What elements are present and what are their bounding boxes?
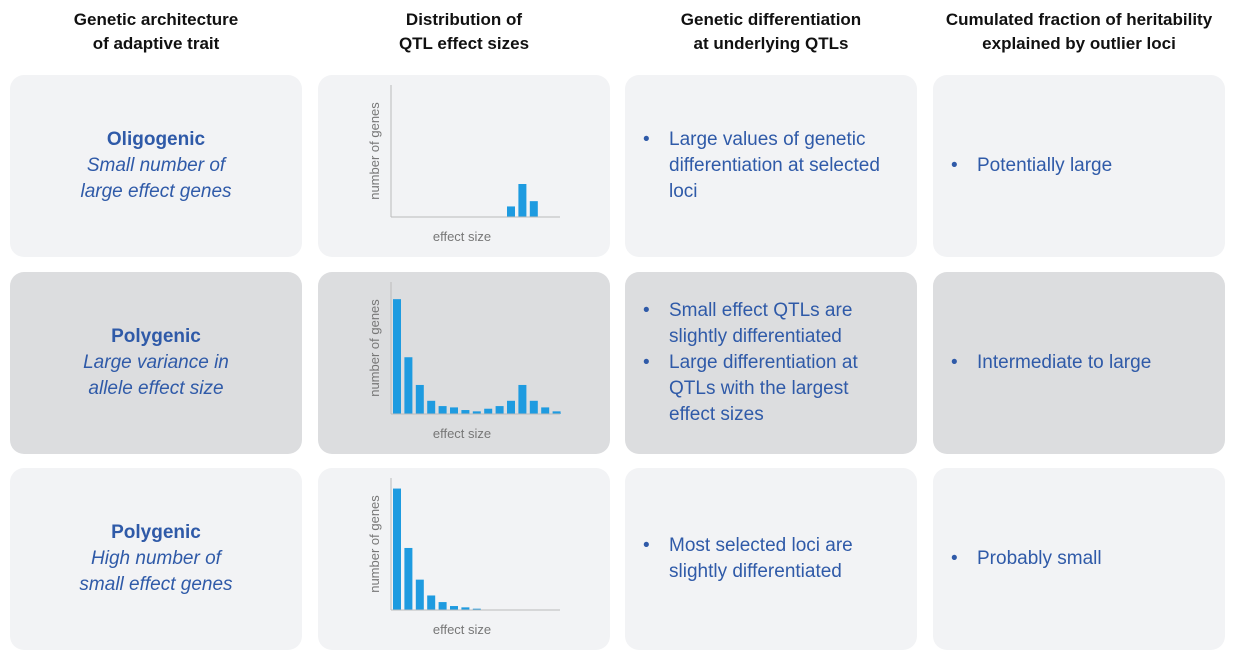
histogram: number of genes effect size [367, 85, 560, 244]
bar [450, 606, 458, 610]
architecture-subtitle: Small number of [86, 155, 226, 176]
header-line: Genetic architecture [73, 10, 239, 29]
architecture-subtitle: Large variance in [83, 352, 229, 373]
bullet: Most selected loci are slightly differen… [643, 533, 897, 585]
cell: number of genes effect size [318, 75, 610, 257]
bullet: Small effect QTLs are slightly different… [643, 298, 897, 350]
bar [404, 357, 413, 414]
bar [438, 406, 447, 414]
x-axis-label: effect size [433, 229, 491, 244]
cell: number of genes effect size [318, 272, 610, 454]
architecture-subtitle: small effect genes [79, 574, 233, 595]
differentiation-list: Small effect QTLs are slightly different… [625, 298, 917, 428]
bar [393, 488, 401, 610]
bar [415, 384, 424, 414]
bar [461, 607, 470, 610]
header-line: of adaptive trait [92, 34, 220, 53]
y-axis-label: number of genes [367, 102, 382, 200]
architecture-title: Oligogenic [106, 129, 206, 150]
architecture-subtitle: High number of [91, 548, 221, 569]
heritability-list: Probably small [933, 546, 1122, 572]
header-line: at underlying QTLs [693, 34, 849, 53]
column-header: Cumulated fraction of heritability explai… [925, 8, 1233, 68]
bar [507, 400, 515, 414]
bullet: Intermediate to large [951, 350, 1151, 376]
x-axis-label: effect size [433, 622, 491, 637]
cell: number of genes effect size [318, 468, 610, 650]
cell: Small effect QTLs are slightly different… [625, 272, 917, 454]
bar [472, 411, 481, 414]
y-axis-label: number of genes [367, 495, 382, 593]
architecture-title: Polygenic [111, 522, 201, 543]
cell: Probably small [933, 468, 1225, 650]
header-line: Cumulated fraction of heritability [945, 10, 1213, 29]
bar [450, 407, 458, 414]
heritability-list: Intermediate to large [933, 350, 1171, 376]
histogram: number of genes effect size [367, 478, 560, 637]
column-header: Genetic architecture of adaptive trait [2, 8, 310, 68]
bar [529, 201, 538, 217]
bullet: Probably small [951, 546, 1102, 572]
bar [552, 411, 561, 414]
bar [393, 299, 401, 414]
cell: Oligogenic Small number of large effect ge… [10, 75, 302, 257]
cell: Potentially large [933, 75, 1225, 257]
cell: Most selected loci are slightly differen… [625, 468, 917, 650]
bar [495, 406, 504, 414]
bar [472, 608, 481, 610]
y-axis-label: number of genes [367, 299, 382, 397]
bar [427, 400, 436, 414]
cell: Polygenic High number of small effect gene… [10, 468, 302, 650]
bullet: Large values of genetic differentiation … [643, 127, 897, 205]
heritability-list: Potentially large [933, 153, 1132, 179]
bar [404, 547, 413, 610]
header-line: Distribution of [405, 10, 523, 29]
histogram: number of genes effect size [367, 282, 561, 441]
bar [518, 184, 527, 217]
architecture-subtitle: allele effect size [88, 378, 224, 399]
bar [438, 602, 447, 610]
cell: Large values of genetic differentiation … [625, 75, 917, 257]
header-line: Genetic differentiation [680, 10, 862, 29]
bar [484, 408, 493, 414]
x-axis-label: effect size [433, 426, 491, 441]
bar [541, 407, 550, 414]
architecture-title: Polygenic [111, 326, 201, 347]
bar [518, 384, 527, 414]
differentiation-list: Large values of genetic differentiation … [625, 127, 917, 205]
header-line: explained by outlier loci [982, 34, 1176, 53]
bullet: Large differentiation at QTLs with the l… [643, 350, 897, 428]
column-header: Genetic differentiation at underlying QTL… [617, 8, 925, 68]
bar [427, 595, 436, 610]
cell: Intermediate to large [933, 272, 1225, 454]
cell: Polygenic Large variance in allele effect … [10, 272, 302, 454]
bar [415, 579, 424, 610]
header-line: QTL effect sizes [398, 34, 530, 53]
bar [529, 400, 538, 414]
differentiation-list: Most selected loci are slightly differen… [625, 533, 917, 585]
column-header: Distribution of QTL effect sizes [310, 8, 618, 68]
bar [461, 410, 470, 414]
architecture-subtitle: large effect genes [80, 181, 232, 202]
bar [507, 206, 515, 217]
bullet: Potentially large [951, 153, 1112, 179]
